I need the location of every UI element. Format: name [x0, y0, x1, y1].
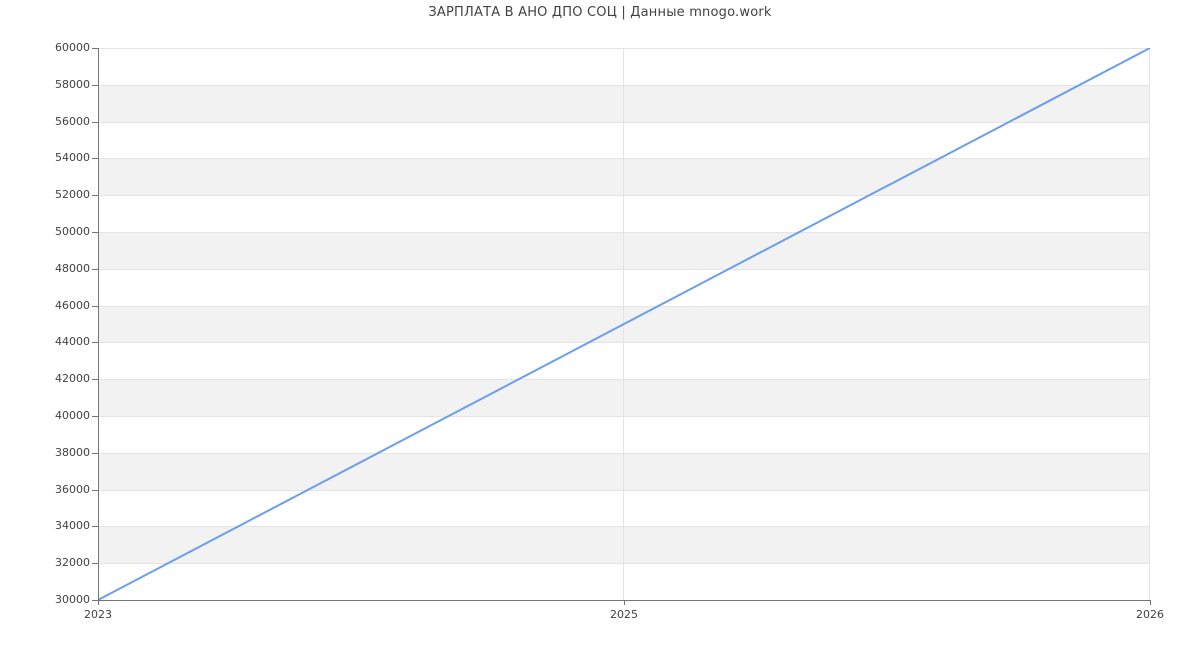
- horizontal-gridline: [98, 379, 1150, 381]
- y-tick-label: 32000: [55, 556, 90, 570]
- y-axis-tick: [92, 305, 98, 307]
- y-axis-tick: [92, 232, 98, 233]
- y-axis-tick: [92, 489, 98, 491]
- horizontal-gridline: [98, 452, 1150, 454]
- x-axis-tick: [1150, 600, 1151, 605]
- horizontal-gridline: [98, 48, 1150, 49]
- y-tick-label: 50000: [55, 225, 90, 238]
- horizontal-gridline: [98, 489, 1150, 491]
- y-tick-label: 54000: [55, 151, 90, 165]
- y-axis-tick: [92, 600, 98, 601]
- plot-band: [98, 452, 1150, 490]
- x-tick-label: 2026: [1136, 608, 1164, 621]
- plot-band: [98, 84, 1150, 122]
- y-tick-label: 48000: [55, 261, 90, 275]
- series-layer: [98, 48, 1150, 600]
- y-tick-label: 40000: [55, 409, 90, 422]
- vertical-gridline: [1149, 48, 1150, 600]
- y-tick-label: 56000: [55, 114, 90, 128]
- horizontal-gridline: [98, 526, 1150, 528]
- salary-data-line: [98, 48, 1150, 600]
- plot-bands: [98, 48, 1150, 600]
- y-axis-tick: [92, 48, 98, 49]
- plot-band: [98, 232, 1150, 269]
- y-tick-label: 58000: [55, 77, 90, 91]
- x-tick-label: 2025: [610, 608, 638, 621]
- x-axis-tick: [624, 600, 625, 605]
- y-tick-label: 36000: [55, 482, 90, 496]
- horizontal-gridline: [98, 158, 1150, 160]
- y-tick-label: 42000: [55, 372, 90, 386]
- y-axis-tick: [92, 268, 98, 270]
- y-axis-tick: [92, 342, 98, 344]
- y-tick-label: 38000: [55, 445, 90, 459]
- y-axis-tick: [92, 452, 98, 454]
- y-tick-label: 60000: [55, 41, 90, 54]
- y-axis-tick: [92, 84, 98, 86]
- horizontal-gridline: [98, 268, 1150, 270]
- y-tick-label: 52000: [55, 188, 90, 202]
- horizontal-gridline: [98, 195, 1150, 197]
- y-tick-label: 30000: [55, 593, 90, 606]
- plot-band: [98, 158, 1150, 196]
- horizontal-gridline: [98, 305, 1150, 307]
- horizontal-gridline: [98, 232, 1150, 233]
- horizontal-gridline: [98, 121, 1150, 123]
- y-axis-tick: [92, 379, 98, 381]
- plot-area: [98, 48, 1150, 600]
- horizontal-gridline: [98, 84, 1150, 86]
- y-tick-label: 44000: [55, 335, 90, 349]
- plot-band: [98, 379, 1150, 416]
- y-axis-tick: [92, 195, 98, 197]
- horizontal-gridline: [98, 342, 1150, 344]
- x-tick-label: 2023: [84, 608, 112, 621]
- x-axis-tick: [98, 600, 99, 605]
- y-tick-label: 46000: [55, 298, 90, 312]
- y-axis-tick: [92, 121, 98, 123]
- y-axis-tick: [92, 416, 98, 417]
- y-axis-tick: [92, 158, 98, 160]
- y-axis-line: [98, 48, 99, 600]
- y-axis-tick: [92, 563, 98, 565]
- horizontal-gridline: [98, 416, 1150, 417]
- horizontal-gridline: [98, 563, 1150, 565]
- y-axis-tick: [92, 526, 98, 528]
- chart-title: ЗАРПЛАТА В АНО ДПО СОЦ | Данные mnogo.wo…: [428, 5, 772, 20]
- plot-band: [98, 526, 1150, 564]
- y-tick-label: 34000: [55, 519, 90, 533]
